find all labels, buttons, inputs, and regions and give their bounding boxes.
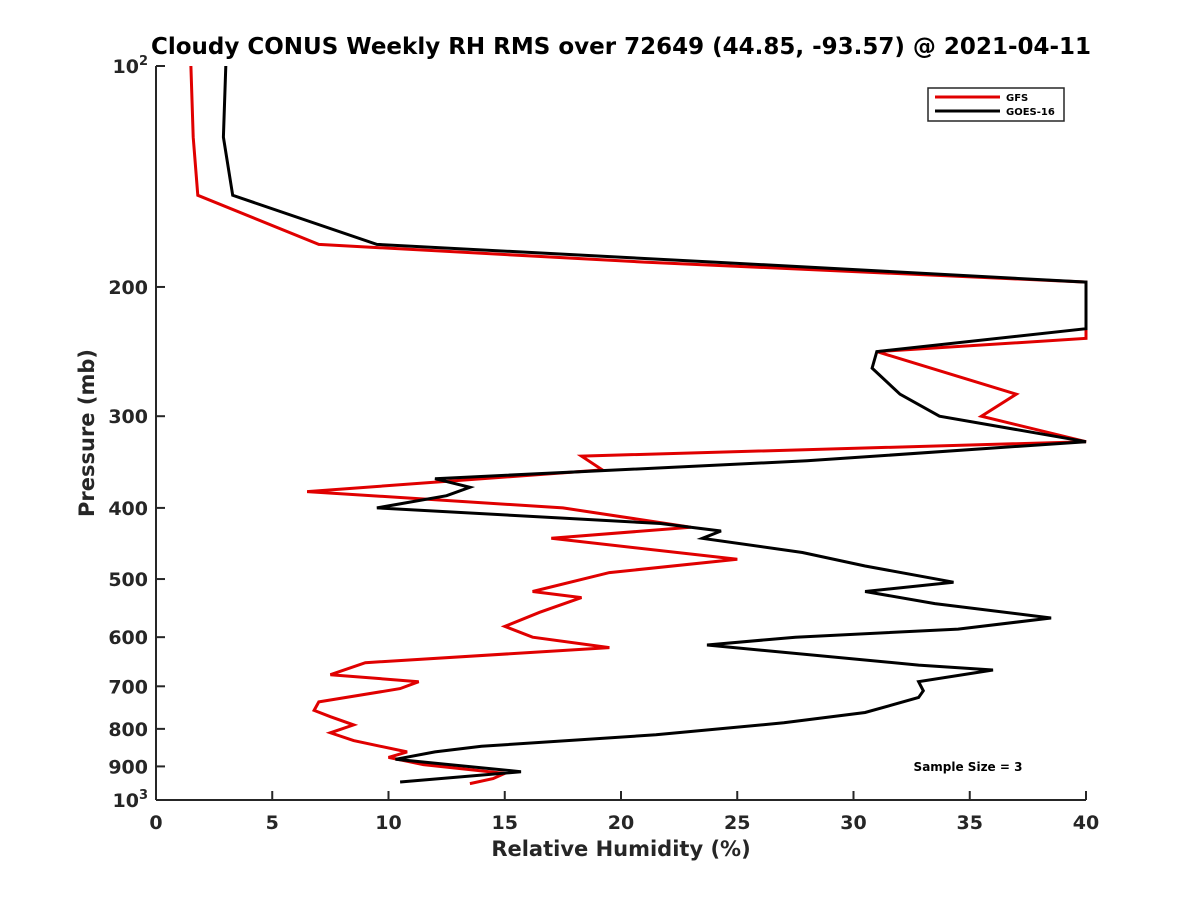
series-group	[189, 65, 1088, 786]
x-tick-label: 30	[840, 812, 866, 834]
y-tick-label: 700	[108, 676, 148, 698]
y-tick-label: 400	[108, 498, 148, 520]
x-tick-label: 35	[957, 812, 983, 834]
series-line-goes-16	[221, 65, 1088, 784]
y-axis: 102 200 300 400 500 600 700 800 900 103	[108, 54, 165, 812]
chart-title: Cloudy CONUS Weekly RH RMS over 72649 (4…	[151, 34, 1091, 60]
legend-box	[927, 87, 1065, 122]
y-tick-label: 300	[108, 406, 148, 428]
y-tick-label: 102	[113, 54, 149, 78]
y-tick-label: 800	[108, 719, 148, 741]
x-axis-label: Relative Humidity (%)	[491, 837, 750, 861]
legend-label-goes-16: GOES-16	[1006, 107, 1055, 118]
y-tick-label: 500	[108, 569, 148, 591]
x-tick-label: 10	[375, 812, 401, 834]
legend-label-gfs: GFS	[1006, 93, 1028, 104]
sample-size-annotation: Sample Size = 3	[914, 760, 1023, 774]
legend: GFS GOES-16	[927, 87, 1065, 122]
x-tick-label: 15	[492, 812, 518, 834]
x-axis: 0 5 10 15 20 25 30 35 40	[149, 791, 1099, 834]
series-line-gfs	[189, 65, 1088, 786]
y-axis-label: Pressure (mb)	[75, 349, 99, 517]
x-tick-label: 25	[724, 812, 750, 834]
x-tick-label: 0	[149, 812, 162, 834]
x-tick-label: 5	[266, 812, 279, 834]
y-tick-label: 103	[113, 788, 149, 812]
x-tick-label: 20	[608, 812, 634, 834]
y-tick-label: 600	[108, 627, 148, 649]
y-tick-label: 200	[108, 277, 148, 299]
y-tick-label: 900	[108, 756, 148, 778]
x-tick-label: 40	[1073, 812, 1099, 834]
